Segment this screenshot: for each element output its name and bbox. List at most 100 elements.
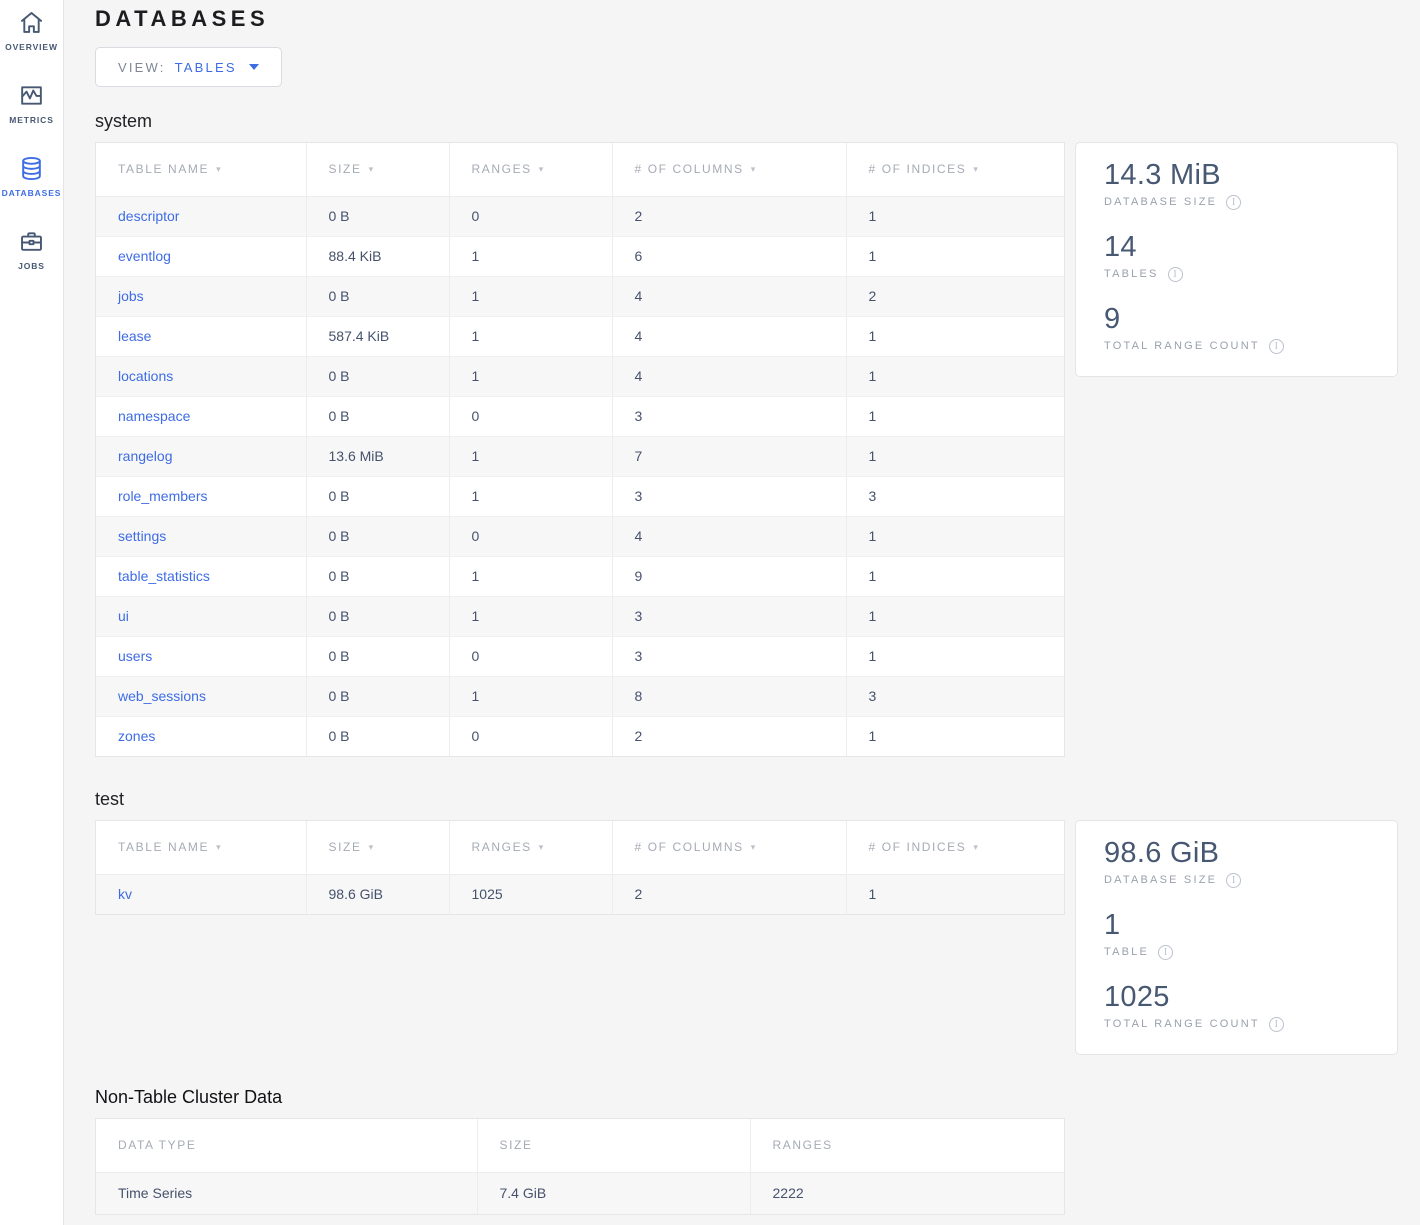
non-table-data-table: DATA TYPE SIZE RANGES Time Series 7.4 GiB 22… [95,1118,1065,1215]
table-link[interactable]: role_members [118,488,208,504]
info-icon[interactable]: i [1158,945,1174,960]
table-name-cell: table_statistics [96,556,307,596]
table-cell: 0 B [306,676,450,716]
column-header-label: # OF COLUMNS [634,840,744,855]
table-name-cell: locations [96,356,307,396]
table-cell: 1 [868,608,877,624]
column-header-label: SIZE [328,162,362,177]
table-name-cell: descriptor [96,196,307,236]
table-cell: 0 [449,716,613,756]
column-header[interactable]: # OF INDICES ▾ [846,821,1064,874]
table-cell: 0 [449,516,613,556]
database-name: system [95,111,153,131]
column-header[interactable]: TABLE NAME ▾ [96,821,307,874]
table-cell: 0 B [306,516,450,556]
table-cell: 1 [449,236,613,276]
table-link[interactable]: settings [118,528,167,544]
table-cell: 1 [449,596,613,636]
sidebar-item-metrics[interactable]: METRICS [9,82,54,125]
info-icon[interactable]: i [1226,873,1242,888]
column-header[interactable]: SIZE ▾ [306,821,450,874]
sidebar-item-overview[interactable]: OVERVIEW [5,9,58,52]
summary-stat-value: 9 [1104,303,1121,335]
table-link[interactable]: ui [118,608,129,624]
table-cell: 3 [612,596,847,636]
table-header-row: DATA TYPE SIZE RANGES [96,1119,1064,1172]
summary-stat-label: TOTAL RANGE COUNT [1104,340,1260,352]
summary-stat-label: TOTAL RANGE COUNT [1104,1018,1260,1030]
table-cell: 9 [612,556,847,596]
view-dropdown[interactable]: VIEW: TABLES [95,47,282,87]
table-link[interactable]: table_statistics [118,568,210,584]
table-link[interactable]: kv [118,886,132,903]
database-section-system: system TABLE NAME ▾ SIZE ▾ RANGES ▾ # OF COLUM… [95,109,1420,757]
database-summary-card: 98.6 GiB DATABASE SIZE i 1 TABLE i 1025 … [1075,820,1398,1055]
column-header[interactable]: # OF COLUMNS ▾ [612,143,847,196]
column-header[interactable]: SIZE ▾ [306,143,450,196]
table-cell: 0 [449,196,613,236]
info-icon[interactable]: i [1268,1017,1284,1032]
table-cell: 1 [868,528,877,544]
table-link[interactable]: zones [118,728,156,745]
table-link[interactable]: jobs [118,288,144,304]
table-cell: 587.4 KiB [306,316,450,356]
column-header-label: SIZE [328,840,362,855]
summary-stat-label: DATABASE SIZE [1104,874,1218,886]
info-icon[interactable]: i [1226,195,1242,210]
column-header[interactable]: # OF INDICES ▾ [846,143,1064,196]
column-header[interactable]: TABLE NAME ▾ [96,143,307,196]
table-cell: 1 [449,556,613,596]
sidebar-item-databases[interactable]: DATABASES [2,155,62,198]
table-name-cell: zones [96,716,307,756]
table-link[interactable]: descriptor [118,208,180,224]
table-link[interactable]: lease [118,328,152,344]
column-header-label: RANGES [471,840,532,855]
info-icon[interactable]: i [1268,339,1284,354]
table-cell: 0 B [306,196,450,236]
table-row: lease 587.4 KiB 1 4 1 [96,316,1064,356]
table-cell: 1 [868,208,877,224]
column-header[interactable]: RANGES ▾ [449,821,613,874]
table-row: kv 98.6 GiB 1025 2 1 [96,874,1064,914]
table-link[interactable]: users [118,648,153,664]
sort-arrow-icon: ▾ [538,164,545,175]
table-cell: 4 [612,276,847,316]
table-cell: 1 [449,676,613,716]
sidebar-item-jobs[interactable]: JOBS [18,228,45,271]
summary-stat: 14.3 MiB DATABASE SIZE i [1104,159,1369,210]
non-table-section-title: Non-Table Cluster Data [95,1087,283,1107]
table-cell: 1 [868,408,877,424]
column-header: RANGES [750,1119,1064,1172]
table-cell: 1 [868,728,877,745]
database-sections: system TABLE NAME ▾ SIZE ▾ RANGES ▾ # OF COLUM… [95,109,1420,1055]
summary-stat-label: TABLES [1104,268,1159,280]
info-icon[interactable]: i [1167,267,1183,282]
column-header-label: # OF INDICES [868,162,967,177]
summary-stat-label: TABLE [1104,946,1150,958]
table-name-cell: role_members [96,476,307,516]
sort-arrow-icon: ▾ [750,842,757,853]
table-cell: 0 B [306,476,450,516]
table-cell: 1 [868,248,877,264]
column-header[interactable]: RANGES ▾ [449,143,613,196]
sort-arrow-icon: ▾ [368,164,375,175]
sidebar-item-label: DATABASES [1,188,62,198]
table-cell: 3 [612,476,847,516]
table-row: Time Series 7.4 GiB 2222 [96,1172,1064,1214]
database-tables-table: TABLE NAME ▾ SIZE ▾ RANGES ▾ # OF COLUMNS ▾ # OF… [95,820,1065,915]
table-cell: 0 B [306,636,450,676]
table-cell: 1 [449,476,613,516]
table-name-cell: jobs [96,276,307,316]
table-cell: 0 [449,396,613,436]
summary-stat: 9 TOTAL RANGE COUNT i [1104,303,1369,354]
table-link[interactable]: web_sessions [118,688,206,704]
table-link[interactable]: locations [118,368,174,384]
column-header[interactable]: # OF COLUMNS ▾ [612,821,847,874]
table-link[interactable]: eventlog [118,248,171,264]
table-link[interactable]: namespace [118,408,191,424]
table-link[interactable]: rangelog [118,448,173,464]
main-content: DATABASES VIEW: TABLES system TABLE NAME… [64,0,1420,1225]
